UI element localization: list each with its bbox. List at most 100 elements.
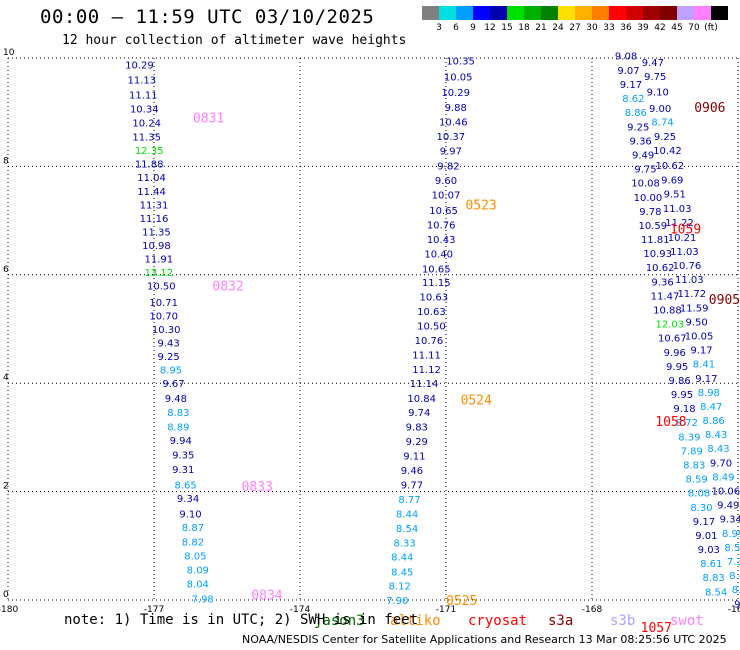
data-label: 9.18 <box>673 404 695 415</box>
data-label: 8.98 <box>698 388 720 399</box>
colorbar-swatch <box>660 6 677 20</box>
data-label: 10.88 <box>653 305 682 316</box>
data-label: 10.93 <box>643 249 672 260</box>
data-label: 11.15 <box>422 278 451 289</box>
data-label: 9.82 <box>437 161 459 172</box>
data-label: 10.71 <box>149 298 178 309</box>
credit-line: NOAA/NESDIS Center for Satellite Applica… <box>242 633 727 646</box>
colorbar-label: 33 <box>603 23 614 33</box>
data-label: 11.11 <box>412 350 441 361</box>
x-tick-label: -168 <box>582 605 603 615</box>
data-label: 9.95 <box>671 390 693 401</box>
data-label: 11.91 <box>145 255 174 266</box>
data-label: 10.07 <box>432 191 461 202</box>
colorbar-swatch <box>643 6 660 20</box>
data-label: 8.47 <box>700 402 722 413</box>
data-label: 9.10 <box>647 88 669 99</box>
chart-title: 00:00 – 11:59 UTC 03/10/2025 <box>40 6 375 28</box>
data-label: 10.21 <box>668 233 697 244</box>
data-label: 7.89 <box>681 446 703 457</box>
data-label: 8.33 <box>394 539 416 550</box>
data-label: 8.41 <box>693 360 715 371</box>
data-label: 9.06 <box>734 599 740 610</box>
data-label: 11.44 <box>137 187 166 198</box>
data-label: 9.03 <box>698 545 720 556</box>
data-label: 8.51 <box>732 585 740 596</box>
chart-subtitle: 12 hour collection of altimeter wave hei… <box>62 33 407 48</box>
data-label: 8.83 <box>683 461 705 472</box>
data-label: 11.03 <box>675 275 704 286</box>
data-label: 8.54 <box>396 524 418 535</box>
data-label: 10.43 <box>427 235 456 246</box>
data-label: 10.34 <box>130 104 159 115</box>
data-label: 8.57 <box>724 543 740 554</box>
data-label: 9.01 <box>695 531 717 542</box>
data-label: 8.54 <box>705 587 727 598</box>
data-label: 10.63 <box>420 292 449 303</box>
data-label: 9.00 <box>649 104 671 115</box>
data-label: 10.63 <box>417 307 446 318</box>
pass-time-label: 0525 <box>446 594 477 609</box>
data-label: 8.72 <box>676 418 698 429</box>
data-label: 9.17 <box>620 80 642 91</box>
data-label: 9.48 <box>165 394 187 405</box>
data-label: 10.84 <box>407 394 436 405</box>
colorbar-swatch <box>609 6 626 20</box>
data-label: 9.49 <box>717 501 739 512</box>
data-label: 11.35 <box>142 227 171 238</box>
data-label: 11.22 <box>665 218 694 229</box>
data-label: 10.40 <box>424 250 453 261</box>
data-label: 9.88 <box>445 103 467 114</box>
data-label: 10.06 <box>712 487 740 498</box>
data-label: 8.43 <box>705 430 727 441</box>
data-label: 9.25 <box>627 122 649 133</box>
data-label: 11.16 <box>140 214 169 225</box>
data-label: 9.43 <box>157 339 179 350</box>
y-tick-label: 8 <box>3 156 9 166</box>
data-label: 11.31 <box>140 200 169 211</box>
data-label: 11.03 <box>670 247 699 258</box>
pass-time-label: 0832 <box>212 280 243 295</box>
x-tick-label: -171 <box>436 605 456 615</box>
data-label: 12.35 <box>135 146 164 157</box>
pass-time-label: 1059 <box>670 223 701 238</box>
data-label: 8.12 <box>389 581 411 592</box>
data-label: 11.12 <box>412 365 441 376</box>
data-label: 9.31 <box>172 465 194 476</box>
data-label: 8.30 <box>690 503 712 514</box>
legend-entry-swot: swot <box>670 613 704 629</box>
data-label: 11.35 <box>132 133 161 144</box>
data-label: 8.05 <box>184 552 206 563</box>
colorbar-label: 30 <box>586 23 598 33</box>
y-tick-label: 10 <box>3 48 15 58</box>
legend-entry-s3b: s3b <box>610 613 635 629</box>
data-label: 9.74 <box>408 408 430 419</box>
data-label: 8.61 <box>700 559 722 570</box>
data-label: 9.77 <box>401 481 423 492</box>
data-label: 9.07 <box>617 66 639 77</box>
data-label: 11.88 <box>135 160 164 171</box>
pass-time-label: 0834 <box>251 589 282 604</box>
data-label: 10.70 <box>149 311 178 322</box>
data-label: 9.08 <box>615 51 637 62</box>
colorbar-label: 70 <box>688 23 700 33</box>
pass-time-label: 0831 <box>193 112 224 127</box>
pass-time-label: 0524 <box>461 393 492 408</box>
colorbar-label: 12 <box>484 23 495 33</box>
data-label: 9.36 <box>630 136 652 147</box>
data-label: 7.98 <box>192 594 214 605</box>
data-label: 9.17 <box>690 346 712 357</box>
colorbar-label: 24 <box>552 23 564 33</box>
data-label: 9.34 <box>720 515 740 526</box>
x-tick-label: -174 <box>290 605 311 615</box>
y-tick-label: 6 <box>3 265 9 275</box>
data-label: 9.95 <box>666 362 688 373</box>
data-label: 9.35 <box>172 451 194 462</box>
pass-time-label: 1057 <box>641 621 672 636</box>
data-label: 10.46 <box>439 117 468 128</box>
data-label: 9.29 <box>406 437 428 448</box>
data-label: 10.29 <box>125 61 154 72</box>
data-label: 9.25 <box>157 352 179 363</box>
colorbar-label: (ft) <box>704 23 718 33</box>
data-label: 10.98 <box>142 241 171 252</box>
